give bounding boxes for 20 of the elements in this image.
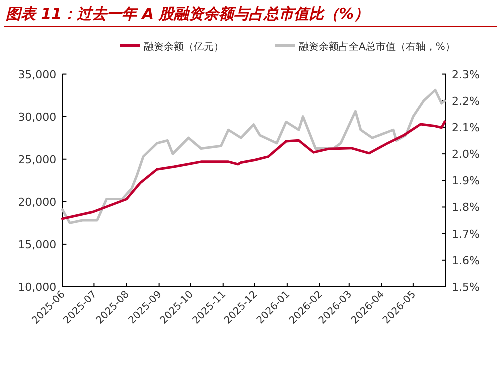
y-tick-label: 15,000 bbox=[18, 238, 57, 252]
y2-tick-label: 1.8% bbox=[452, 201, 480, 214]
y-tick-label: 20,000 bbox=[18, 196, 57, 209]
line-series bbox=[61, 89, 446, 224]
y-tick-label: 30,000 bbox=[18, 110, 57, 124]
chart-title: 图表 11：过去一年 A 股融资余额与占总市值比（%） bbox=[6, 5, 370, 23]
y-tick-label: 10,000 bbox=[18, 281, 57, 294]
y2-tick-label: 1.5% bbox=[452, 281, 480, 294]
y2-tick-label: 2.3% bbox=[452, 68, 480, 82]
y2-tick-label: 1.6% bbox=[452, 254, 480, 268]
y2-tick-label: 2.2% bbox=[452, 94, 480, 108]
y2-tick-label: 1.9% bbox=[452, 174, 480, 188]
y2-tick-label: 2.0% bbox=[452, 148, 480, 162]
legend-label: 融资余额占全A总市值（右轴，%） bbox=[299, 41, 456, 53]
y-tick-label: 35,000 bbox=[18, 68, 57, 82]
y2-tick-label: 1.7% bbox=[452, 228, 480, 241]
y2-tick-label: 2.1% bbox=[452, 121, 480, 134]
y-tick-label: 25,000 bbox=[18, 153, 57, 166]
line-series bbox=[61, 120, 446, 220]
legend-label: 融资余额（亿元） bbox=[144, 41, 224, 53]
